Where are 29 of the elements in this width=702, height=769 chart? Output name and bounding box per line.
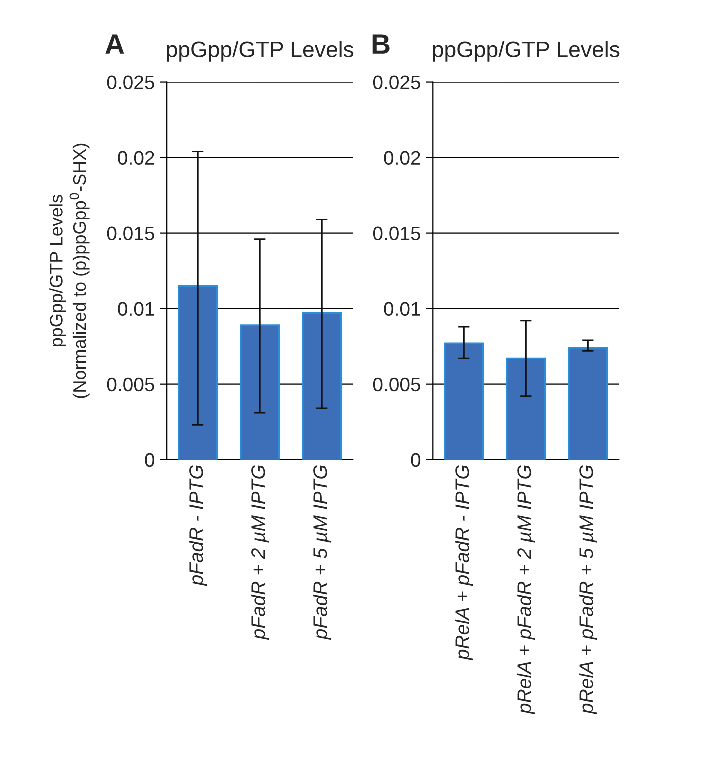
bar	[302, 312, 342, 460]
bar	[568, 347, 608, 460]
chart-title: ppGpp/GTP Levels	[167, 41, 354, 62]
text: B	[372, 34, 390, 54]
y-tick-label: 0	[145, 453, 155, 468]
chart-title: ppGpp/GTP Levels	[433, 41, 620, 62]
bar	[178, 285, 218, 460]
y-tick-label: 0.025	[373, 76, 421, 90]
y-tick-label: 0.005	[107, 378, 154, 392]
y-tick-label: 0.015	[373, 226, 421, 241]
y-tick-label: 0.01	[384, 302, 420, 316]
y-tick-label: 0.025	[107, 76, 154, 90]
text: A	[106, 34, 124, 54]
x-tick-label: pFadR + 2 µM IPTG	[251, 466, 270, 640]
y-tick-label: 0.02	[118, 151, 154, 166]
bar	[506, 358, 546, 460]
y-axis-title: ppGpp/GTP Levels (Normalized to (p)ppGpp$^{0}$-SHX)	[50, 144, 90, 398]
x-tick-label: pFadR - IPTG	[189, 466, 208, 586]
x-tick-label: pRelA + pFadR - IPTG	[455, 466, 474, 661]
y-tick-label: 0.015	[107, 226, 154, 241]
y-tick-label: 0.02	[384, 151, 420, 166]
bar	[240, 324, 280, 460]
x-tick-label: pRelA + pFadR + 2 µM IPTG	[517, 466, 536, 715]
bar	[444, 342, 484, 460]
x-tick-label: pRelA + pFadR + 5 µM IPTG	[579, 466, 598, 715]
x-tick-label: pFadR + 5 µM IPTG	[313, 466, 332, 640]
y-tick-label: 0.01	[118, 302, 154, 316]
y-tick-label: 0	[411, 453, 421, 468]
y-tick-label: 0.005	[373, 378, 421, 392]
